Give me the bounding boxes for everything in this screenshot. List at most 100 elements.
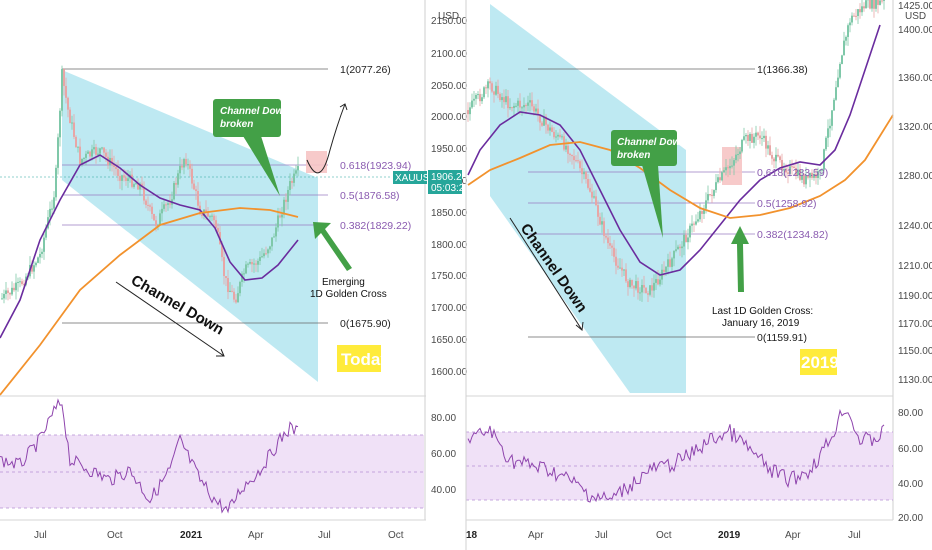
- right-candle-body: [703, 208, 705, 214]
- right-candle-body: [633, 285, 635, 289]
- left-candle-body: [39, 253, 41, 258]
- right-candle-body: [573, 156, 575, 161]
- right-channel-arrow: [509, 217, 583, 331]
- right-candle-body: [493, 91, 495, 95]
- right-candle-body: [657, 279, 659, 285]
- left-candle-body: [45, 228, 47, 238]
- right-candle-body: [499, 93, 501, 101]
- right-candle-body: [689, 225, 691, 238]
- right-candle-body: [881, 0, 883, 2]
- right-candle-body: [685, 234, 687, 243]
- left-candle-body: [95, 147, 97, 155]
- right-candle-body: [807, 175, 809, 178]
- right-year-tag: 2019: [801, 353, 839, 372]
- right-candle-body: [529, 100, 531, 103]
- right-candle-body: [663, 269, 665, 272]
- right-candle-body: [527, 102, 529, 106]
- right-candle-body: [731, 165, 733, 167]
- right-candle-body: [585, 172, 587, 179]
- right-candle-body: [641, 285, 643, 293]
- left-ma-slow: [0, 207, 299, 396]
- right-candle-body: [721, 172, 723, 181]
- left-y-tick: 1800.00: [431, 240, 468, 251]
- right-candle-body: [631, 279, 633, 286]
- left-candle-body: [17, 281, 19, 283]
- left-rsi-band: [0, 435, 424, 508]
- right-fib-label-05: 0.5(1258.92): [757, 198, 817, 210]
- left-candle-body: [169, 203, 171, 205]
- left-candle-body: [271, 237, 273, 247]
- left-candle-body: [231, 290, 233, 292]
- left-candle-body: [71, 122, 73, 124]
- left-candle-body: [63, 69, 65, 86]
- right-candle-body: [795, 167, 797, 176]
- left-fib-label-0382: 0.382(1829.22): [340, 220, 411, 232]
- right-x-tick: Jul: [848, 530, 861, 541]
- right-rsi-tick: 20.00: [898, 513, 923, 524]
- right-candle-body: [653, 282, 655, 291]
- right-candle-body: [839, 64, 841, 78]
- left-today-tag: Today: [341, 350, 390, 369]
- right-candle-body: [763, 135, 765, 139]
- right-candle-body: [507, 96, 509, 109]
- left-candle-body: [147, 204, 149, 206]
- left-x-tick: 2021: [180, 530, 203, 541]
- right-candle-body: [725, 167, 727, 171]
- right-candle-body: [843, 40, 845, 56]
- right-candle-body: [793, 166, 795, 168]
- right-currency-label: USD: [905, 11, 926, 22]
- right-candle-body: [669, 259, 671, 267]
- left-symbol-tag-box: [393, 171, 427, 184]
- right-candle-body: [481, 97, 483, 102]
- left-ma-fast: [0, 154, 299, 339]
- right-channel-down: [490, 4, 686, 393]
- right-cross-note-line2: January 16, 2019: [722, 318, 800, 329]
- right-year-tag-box: [800, 349, 837, 375]
- right-candle-body: [835, 87, 837, 100]
- left-candle-body: [245, 264, 247, 274]
- right-candle-body: [531, 100, 533, 107]
- left-y-tick: 1850.00: [431, 208, 468, 219]
- left-candle-body: [193, 183, 195, 190]
- left-candle-body: [165, 204, 167, 206]
- left-candle-body: [125, 177, 127, 182]
- right-candle-body: [869, 0, 871, 9]
- right-rsi-tick: 60.00: [898, 444, 923, 455]
- left-x-tick: Jul: [318, 530, 331, 541]
- right-candle-body: [831, 110, 833, 126]
- left-candle-body: [279, 215, 281, 218]
- right-candle-body: [719, 177, 721, 181]
- right-candle-body: [533, 106, 535, 112]
- left-candle-body: [221, 244, 223, 258]
- left-candle-body: [31, 264, 33, 272]
- left-panel: Channel Down Channel Down broken Emergin…: [0, 0, 470, 541]
- left-candle-body: [51, 208, 53, 210]
- right-candle-body: [705, 200, 707, 209]
- right-candle-body: [617, 265, 619, 268]
- right-candle-body: [747, 134, 749, 141]
- left-candle-body: [263, 253, 265, 257]
- left-candle-body: [7, 290, 9, 293]
- left-fib-label-05: 0.5(1876.58): [340, 190, 400, 202]
- right-candle-body: [487, 81, 489, 89]
- left-candle-body: [229, 290, 231, 292]
- left-candle-body: [61, 69, 63, 111]
- right-candle-body: [571, 154, 573, 157]
- left-candle-body: [185, 159, 187, 165]
- left-candle-body: [87, 151, 89, 154]
- left-candle-body: [65, 85, 67, 98]
- right-candle-body: [645, 287, 647, 294]
- right-candle-body: [539, 114, 541, 123]
- right-candle-body: [621, 267, 623, 271]
- left-y-tick: 1600.00: [431, 367, 468, 378]
- left-candle-body: [297, 166, 299, 171]
- right-candle-body: [567, 145, 569, 154]
- right-candle-body: [695, 221, 697, 225]
- right-fib-label-0: 0(1159.91): [757, 332, 807, 344]
- left-candle-body: [55, 167, 57, 198]
- left-candle-body: [5, 290, 7, 294]
- right-candle-body: [789, 166, 791, 174]
- right-candle-body: [673, 250, 675, 259]
- left-candle-body: [139, 183, 141, 190]
- right-candle-body: [665, 266, 667, 272]
